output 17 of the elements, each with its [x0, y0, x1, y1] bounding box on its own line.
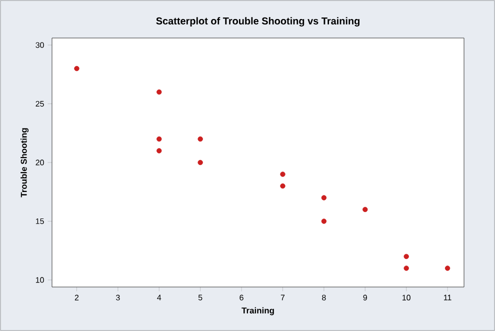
point	[156, 89, 162, 95]
point	[156, 148, 162, 154]
x-axis-title: Training	[242, 307, 274, 316]
point	[321, 195, 327, 200]
point	[404, 254, 409, 260]
point	[321, 218, 327, 224]
chart-title: Scatterplot of Trouble Shooting vs Training	[156, 17, 360, 26]
point	[156, 136, 162, 142]
point	[444, 266, 450, 271]
point	[362, 206, 368, 212]
point	[198, 136, 203, 142]
y-axis-title: Trouble Shooting	[20, 128, 29, 198]
point	[280, 172, 286, 177]
point	[198, 160, 203, 166]
point	[74, 66, 80, 72]
point	[404, 266, 409, 271]
point	[280, 183, 286, 189]
